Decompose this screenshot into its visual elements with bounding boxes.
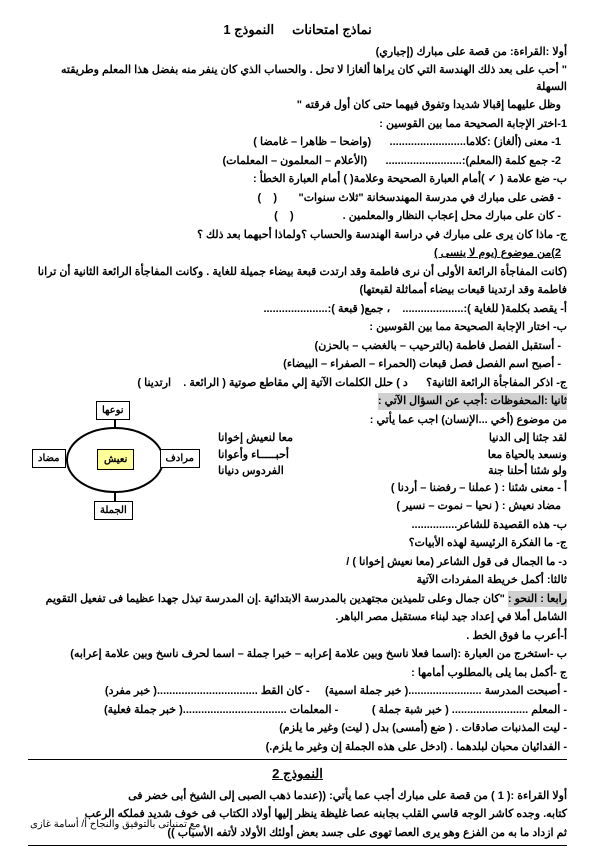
q3-item-d: د- ما الجمال فى قول الشاعر (معا نعيش إخو… xyxy=(198,554,567,571)
q4-item-b: ب -استخرج من العبارة :(اسما فعلا ناسخ وب… xyxy=(28,646,567,663)
poem-l2a: ونسعد بالحياة معا xyxy=(289,447,567,464)
section1-header: أولا :القراءة: من قصة على مبارك (إجباري) xyxy=(28,44,567,61)
section4-line1: رابعا : النحو : "كان جمال وعلى تلميذين م… xyxy=(28,591,567,608)
q1-item-c-header: ب- ضع علامة ( ✓ )أمام العبارة الصحيحة وع… xyxy=(28,171,567,188)
diagram-right: مرادف xyxy=(160,449,200,468)
q2-item-c: ج- اذكر المفاجأة الرائعة الثانية؟ د ) حل… xyxy=(28,375,567,392)
section2-header: 2)من موضوع (يوم لا ينسى ) xyxy=(28,245,567,262)
q2-item-b1: - أستقبل الفصل فاطمة (بالترحيب – بالغضب … xyxy=(28,338,567,355)
q4-item-d2: - الفدائيان محبان لبلدهما . (ادخل على هذ… xyxy=(28,739,567,756)
q1-item-c2: - كان على مبارك محل إعجاب النظار والمعلم… xyxy=(28,208,567,225)
q3-item-e: ثالثا: أكمل خريطة المفردات الآتية xyxy=(198,572,567,589)
poem-l3b: الفردوس دنيانا xyxy=(198,463,284,480)
passage2-line1: (كانت المفاجأة الرائعة الأولى أن نرى فاط… xyxy=(28,264,567,281)
word-map-diagram: نعيش نوعها مضاد مرادف الجملة xyxy=(40,405,190,515)
q3-item-a: أ - معنى شئنا : ( عملنا – رفضنا – أردنا … xyxy=(198,480,567,497)
passage1-line2: وظل عليهما إقبالا شديدا وتفوق فيهما حتى … xyxy=(28,97,567,114)
q3-item-c: ج- ما الفكرة الرئيسية لهذه الأبيات؟ xyxy=(198,535,567,552)
model2-title: النموذج 2 xyxy=(28,764,567,784)
q3-item-b: ب- هذه القصيدة للشاعر............... xyxy=(198,517,567,534)
section4-header: رابعا : النحو : xyxy=(508,591,567,608)
divider xyxy=(28,759,567,760)
poem-l3a: ولو شئنا أحلنا جنة xyxy=(284,463,567,480)
m2-line1: أولا القراءة :( 1 ) من قصة على مبارك أجب… xyxy=(28,788,567,805)
q2-item-b2: - أصبح اسم الفصل فصل قبعات (الحمراء – ال… xyxy=(28,356,567,373)
diagram-center: نعيش xyxy=(97,449,134,470)
poem-l1b: معا لنعيش إخوانا xyxy=(198,430,293,447)
diagram-left: مضاد xyxy=(32,449,66,468)
q1-item-d: ج- ماذا كان يرى على مبارك في دراسة الهند… xyxy=(28,227,567,244)
passage2-line2: فاطمة وقد ارتدينا قبعات بيضاء أمماثلة لق… xyxy=(28,282,567,299)
q2-item-b-header: ب- اختار الإجابة الصحيحة مما بين القوسين… xyxy=(28,319,567,336)
section4-passage: "كان جمال وعلى تلميذين مجتهدين بالمدرسة … xyxy=(46,593,505,605)
main-title: نماذج امتحانات النموذج 1 xyxy=(28,20,567,40)
q1-item-b: 2- جمع كلمة (المعلم):...................… xyxy=(28,153,567,170)
section3-header: ثانيا :المحفوظات :أجب عن السؤال الآتي : xyxy=(378,393,567,410)
passage1-line1: " أحب على بعد ذلك الهندسة التي كان يراها… xyxy=(28,62,567,95)
footer-text: مع تمنياتى بالتوفيق والنجاح أ/ أسامة غاز… xyxy=(30,817,565,832)
q3-item-a2: مضاد نعيش : ( نحيا – نموت – نسير ) xyxy=(198,498,567,515)
diagram-bottom: الجملة xyxy=(94,501,133,520)
poem-l2b: أحبـــــاء وأعوانا xyxy=(198,447,289,464)
q4-item-c-header: ج -أكمل بما يلى بالمطلوب أمامها : xyxy=(28,665,567,682)
q4-item-a: أ-أعرب ما فوق الخط . xyxy=(28,628,567,645)
q3-intro: من موضوع (أخي ...الإنسان) اجب عما يأتي : xyxy=(198,412,567,429)
diagram-top: نوعها xyxy=(96,401,130,420)
q4-item-c1: - أصبحت المدرسة ........................… xyxy=(28,683,567,700)
q4-item-c2: - المعلم ......................... ( خبر… xyxy=(28,702,567,719)
q1-item-c1: - قضى على مبارك في مدرسة المهندسخانة "ثل… xyxy=(28,190,567,207)
q1-header: 1-اختر الإجابة الصحيحة مما بين القوسين : xyxy=(28,116,567,133)
q4-item-d1: - ليت المذنبات صادقات . ( ضع (أمسى) بدل … xyxy=(28,720,567,737)
section4-passage2: الشامل أملا في إعداد جيد لبناء مستقبل مص… xyxy=(28,609,567,626)
q2-item-a: أ- يقصد بكلمة( للغاية ):................… xyxy=(28,301,567,318)
poem-l1a: لقد جئنا إلى الدنيا xyxy=(293,430,567,447)
q1-item-a: 1- معنى (ألغاز) :كلاما..................… xyxy=(28,134,567,151)
